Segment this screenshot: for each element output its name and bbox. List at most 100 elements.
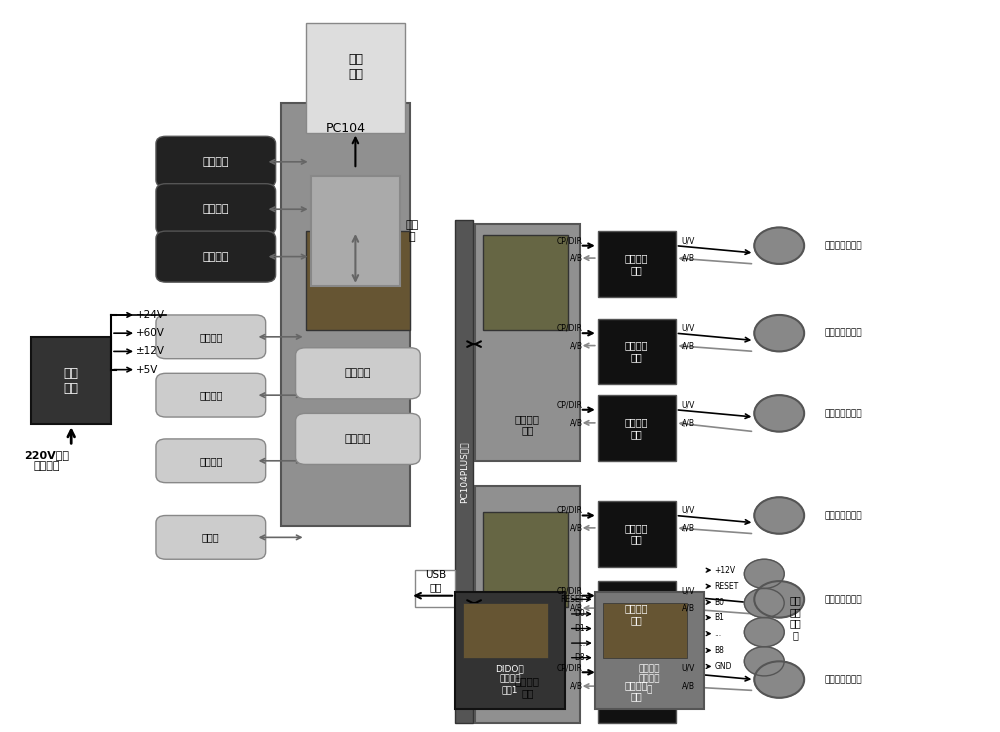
Text: USB
接口: USB 接口 [426,570,447,592]
FancyBboxPatch shape [483,512,568,607]
Text: 人机交互: 人机交互 [203,157,229,167]
Text: A/B: A/B [570,253,583,263]
Text: 控制算法: 控制算法 [345,434,371,444]
FancyBboxPatch shape [156,439,266,482]
Text: ...: ... [714,629,722,638]
Text: 光栅隔离
电平转换
板: 光栅隔离 电平转换 板 [639,665,660,694]
Text: +12V: +12V [714,566,736,575]
Text: A/B: A/B [570,523,583,532]
FancyBboxPatch shape [31,337,111,425]
Text: A/B: A/B [570,604,583,613]
Text: U/V: U/V [681,586,695,595]
Text: CP/DIR: CP/DIR [557,506,583,515]
Text: 存储设备: 存储设备 [199,390,223,400]
FancyBboxPatch shape [156,231,276,282]
Text: B1: B1 [714,613,724,622]
Text: CP/DIR: CP/DIR [557,586,583,595]
Text: CP/DIR: CP/DIR [557,663,583,673]
Text: 踝关节驱
动器: 踝关节驱 动器 [625,680,648,701]
Text: U/V: U/V [681,506,695,515]
FancyBboxPatch shape [598,231,676,296]
Text: U/V: U/V [681,236,695,245]
Circle shape [754,661,804,698]
FancyBboxPatch shape [296,348,420,399]
Text: RESET: RESET [561,595,585,604]
FancyBboxPatch shape [595,592,704,709]
Text: RESET: RESET [714,582,739,591]
Text: 左运动控
制卡: 左运动控 制卡 [515,414,540,436]
FancyBboxPatch shape [598,501,676,567]
FancyBboxPatch shape [483,235,568,329]
Text: 复位电路: 复位电路 [199,456,223,466]
Text: ±12V: ±12V [136,346,165,356]
Text: U/V: U/V [681,400,695,409]
FancyBboxPatch shape [156,315,266,359]
Text: A/B: A/B [681,681,694,690]
Text: A/B: A/B [681,604,694,613]
Text: 膝关节驱
动器: 膝关节驱 动器 [625,340,648,362]
Text: 踝关节驱
动器: 踝关节驱 动器 [625,417,648,438]
FancyBboxPatch shape [475,486,580,723]
Text: 膝关节驱
动器: 膝关节驱 动器 [625,603,648,624]
Text: 220V交流
市电输入: 220V交流 市电输入 [24,450,69,471]
FancyBboxPatch shape [415,570,455,607]
Text: D0: D0 [574,610,585,619]
Text: 系统管理: 系统管理 [345,368,371,378]
Text: 智能监控: 智能监控 [203,204,229,214]
Text: D1: D1 [574,624,585,633]
Circle shape [754,497,804,534]
FancyBboxPatch shape [296,414,420,464]
Text: DIDO数
字信号采
集卡1: DIDO数 字信号采 集卡1 [496,665,524,694]
Text: B8: B8 [714,646,724,655]
FancyBboxPatch shape [306,231,410,329]
Text: CP/DIR: CP/DIR [557,324,583,332]
Text: 触摸
屏: 触摸 屏 [405,220,419,242]
Text: A/B: A/B [570,681,583,690]
Text: 治疗
医师: 治疗 医师 [348,53,363,81]
Text: A/B: A/B [681,253,694,263]
FancyBboxPatch shape [455,220,473,723]
Text: 髋关节驱
动器: 髋关节驱 动器 [625,523,648,545]
Circle shape [754,315,804,351]
Text: 右髋电机编码器: 右髋电机编码器 [824,511,862,520]
Circle shape [744,647,784,676]
FancyBboxPatch shape [598,581,676,647]
Circle shape [744,589,784,618]
Text: A/B: A/B [681,341,694,350]
FancyBboxPatch shape [598,318,676,384]
Text: 髋关节驱
动器: 髋关节驱 动器 [625,253,648,274]
Text: 数据管理: 数据管理 [203,252,229,261]
Circle shape [744,618,784,647]
Text: 右膝电机编码器: 右膝电机编码器 [824,595,862,604]
Text: B0: B0 [714,598,724,607]
Circle shape [754,581,804,618]
FancyBboxPatch shape [311,176,400,285]
Text: CP/DIR: CP/DIR [557,236,583,245]
Text: A/B: A/B [570,419,583,427]
FancyBboxPatch shape [156,184,276,235]
Text: 左踝电机编码器: 左踝电机编码器 [824,409,862,418]
Text: 键鼠接口: 键鼠接口 [199,332,223,342]
Text: 左膝电机编码器: 左膝电机编码器 [824,329,862,337]
FancyBboxPatch shape [463,603,548,657]
Text: 右踝电机编码器: 右踝电机编码器 [824,675,862,684]
Text: 电源
模块: 电源 模块 [64,367,79,395]
Text: 以太网: 以太网 [202,532,220,542]
Text: A/B: A/B [570,341,583,350]
Text: D8: D8 [574,653,585,662]
Text: U/V: U/V [681,324,695,332]
Text: ...: ... [578,638,585,648]
Text: 左髋电机编码器: 左髋电机编码器 [824,241,862,250]
FancyBboxPatch shape [455,592,565,709]
Text: 绝对
位置
编码
器: 绝对 位置 编码 器 [789,595,801,640]
Text: PC104PLUS总线: PC104PLUS总线 [460,441,469,503]
Circle shape [754,228,804,264]
FancyBboxPatch shape [156,515,266,559]
Text: +60V: +60V [136,328,165,338]
FancyBboxPatch shape [156,136,276,187]
FancyBboxPatch shape [603,603,687,657]
Text: +5V: +5V [136,365,158,375]
Text: PC104: PC104 [325,122,365,135]
Text: CP/DIR: CP/DIR [557,400,583,409]
Text: A/B: A/B [681,419,694,427]
